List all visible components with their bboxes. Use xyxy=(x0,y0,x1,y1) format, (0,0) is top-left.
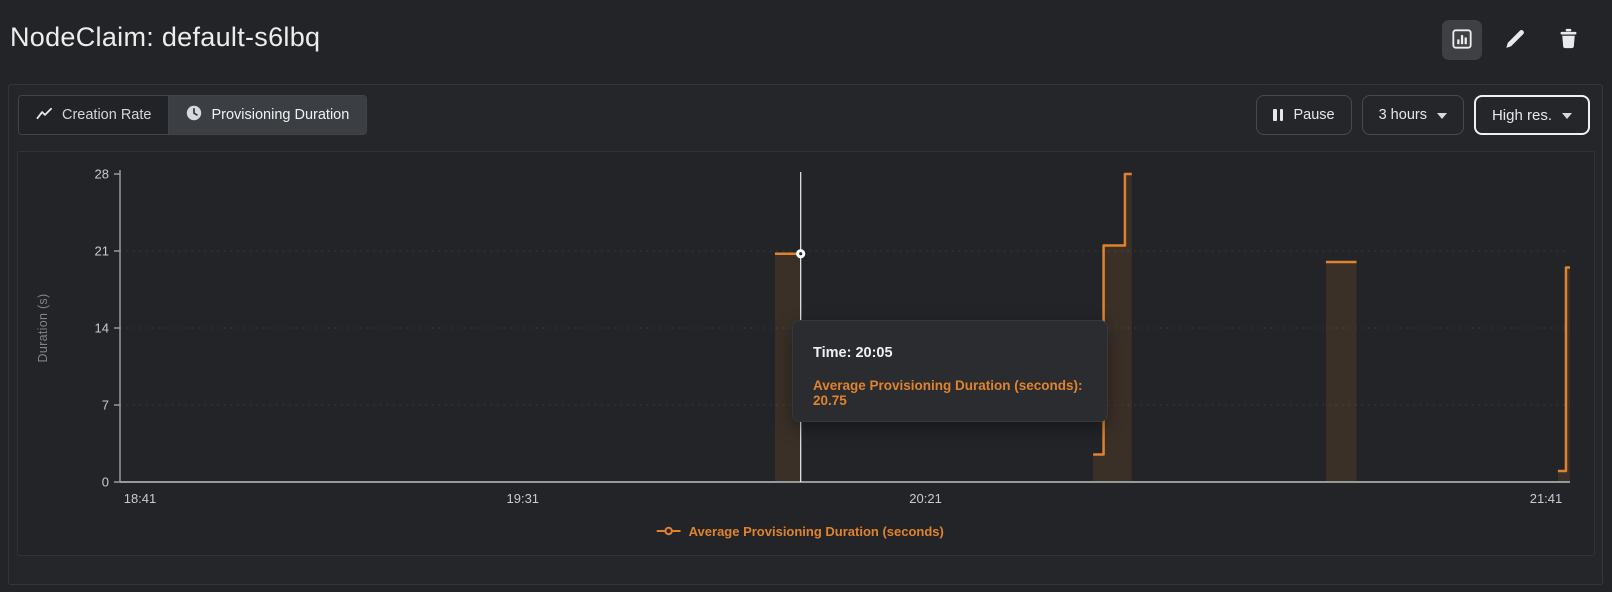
resolution-label: High res. xyxy=(1491,106,1552,124)
chevron-down-icon xyxy=(1562,113,1572,119)
metrics-panel: Creation Rate Provisioning Duration Paus xyxy=(8,84,1603,585)
provisioning-duration-chart[interactable]: 0 7 14 21 28 18:41 19:31 20:21 21:41 xyxy=(18,152,1598,557)
legend-marker-icon xyxy=(656,524,681,539)
chart-view-button[interactable] xyxy=(1442,20,1482,60)
svg-text:19:31: 19:31 xyxy=(507,491,540,506)
svg-text:28: 28 xyxy=(95,167,109,182)
tab-label: Creation Rate xyxy=(62,107,152,123)
toolbar-right: Pause 3 hours High res. xyxy=(1256,95,1590,135)
tooltip-value: Average Provisioning Duration (seconds):… xyxy=(813,378,1083,408)
chevron-down-icon xyxy=(1436,113,1447,119)
bar-chart-icon xyxy=(1449,26,1475,55)
chart-legend[interactable]: Average Provisioning Duration (seconds) xyxy=(656,524,944,539)
tab-creation-rate[interactable]: Creation Rate xyxy=(19,96,169,134)
line-chart-icon xyxy=(36,106,53,125)
header-actions xyxy=(1442,20,1588,60)
time-range-label: 3 hours xyxy=(1378,107,1427,123)
pause-label: Pause xyxy=(1293,107,1335,123)
time-range-dropdown[interactable]: 3 hours xyxy=(1361,95,1464,135)
pencil-icon xyxy=(1502,26,1528,55)
svg-text:20:21: 20:21 xyxy=(909,491,942,506)
trash-icon xyxy=(1556,26,1581,54)
chart-tooltip: Time: 20:05 Average Provisioning Duratio… xyxy=(792,320,1108,422)
metric-tabs: Creation Rate Provisioning Duration xyxy=(18,95,368,135)
delete-button[interactable] xyxy=(1548,20,1588,60)
pause-icon xyxy=(1273,109,1284,121)
edit-button[interactable] xyxy=(1495,20,1535,60)
legend-series-label: Average Provisioning Duration (seconds) xyxy=(688,524,944,539)
pause-button[interactable]: Pause xyxy=(1256,95,1352,135)
panel-header: NodeClaim: default-s6lbq xyxy=(0,0,1612,78)
chart-card: Duration (s) 0 7 14 21 28 18:41 19:31 20:21 21:4… xyxy=(17,151,1595,556)
tab-label: Provisioning Duration xyxy=(211,107,350,123)
svg-text:18:41: 18:41 xyxy=(124,491,157,506)
svg-text:0: 0 xyxy=(102,475,109,490)
clock-icon xyxy=(186,105,202,125)
tab-provisioning-duration[interactable]: Provisioning Duration xyxy=(168,96,367,134)
resolution-dropdown[interactable]: High res. xyxy=(1473,95,1590,135)
panel-toolbar: Creation Rate Provisioning Duration Paus xyxy=(18,95,1590,135)
page-title: NodeClaim: default-s6lbq xyxy=(10,22,321,52)
svg-text:7: 7 xyxy=(102,398,109,413)
svg-text:14: 14 xyxy=(95,321,109,336)
tooltip-time: Time: 20:05 xyxy=(813,345,893,361)
svg-text:21: 21 xyxy=(95,244,109,259)
svg-text:21:41: 21:41 xyxy=(1530,491,1563,506)
